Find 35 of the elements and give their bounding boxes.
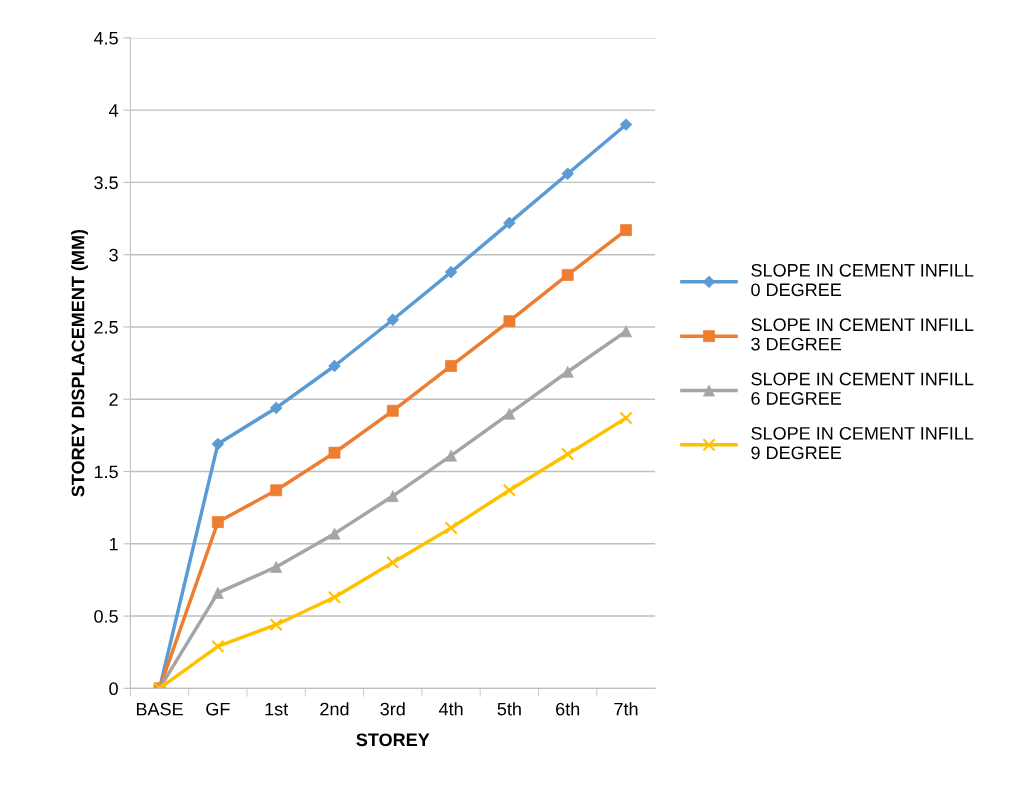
y-tick-label: 3 xyxy=(109,248,118,262)
y-tick-label: 0 xyxy=(109,682,118,696)
point xyxy=(619,411,633,425)
y-tick-label: 1.5 xyxy=(94,465,118,479)
y-axis-title: STOREY DISPLACEMENT (MM) xyxy=(71,229,88,497)
point xyxy=(327,590,342,604)
y-tick-label: 1 xyxy=(109,537,118,551)
point xyxy=(269,618,283,632)
y-tick-label: 3.5 xyxy=(94,176,118,190)
point xyxy=(211,639,225,653)
y-tick-label: 4.5 xyxy=(93,32,118,45)
y-tick-label: 2 xyxy=(109,393,118,406)
point xyxy=(386,555,400,570)
x-tick-label: 5th xyxy=(497,702,521,716)
x-tick-label: GF xyxy=(206,702,230,716)
y-tick-label: 4 xyxy=(108,104,119,117)
x-tick-label: 6th xyxy=(556,702,580,716)
legend-label: SLOPE IN CEMENT INFILL 9 DEGREE xyxy=(751,426,974,460)
point xyxy=(620,224,632,237)
y-tick-label: 0.5 xyxy=(94,609,118,623)
x-tick-label: 7th xyxy=(614,702,638,716)
x-axis-title: STOREY xyxy=(356,733,430,747)
point xyxy=(444,521,458,535)
legend-label: SLOPE IN CEMENT INFILL 6 DEGREE xyxy=(751,372,974,405)
x-tick-label: BASE xyxy=(136,702,183,716)
x-tick-label: 2nd xyxy=(320,702,349,716)
point xyxy=(502,483,516,497)
point xyxy=(561,447,575,461)
point xyxy=(445,360,457,372)
x-tick-label: 3rd xyxy=(380,702,405,716)
y-tick-label: 2.5 xyxy=(94,320,118,334)
x-tick-label: 4th xyxy=(438,702,463,716)
legend-label: SLOPE IN CEMENT INFILL 3 DEGREE xyxy=(751,318,974,351)
x-tick-label: 1st xyxy=(265,702,289,716)
legend-label: SLOPE IN CEMENT INFILL 0 DEGREE xyxy=(751,263,974,297)
